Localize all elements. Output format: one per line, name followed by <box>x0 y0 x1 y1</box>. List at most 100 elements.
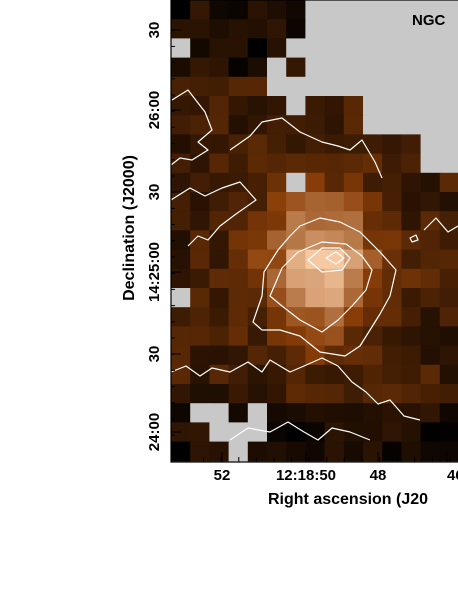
image-pixel <box>420 307 441 327</box>
image-pixel <box>439 115 458 135</box>
image-pixel <box>363 288 383 308</box>
image-pixel <box>267 384 287 404</box>
image-pixel <box>305 288 326 308</box>
image-pixel <box>190 307 210 327</box>
image-pixel <box>363 384 383 404</box>
image-pixel <box>363 345 383 366</box>
image-pixel <box>267 76 287 97</box>
image-pixel <box>209 96 230 116</box>
contour-upper-middle <box>229 117 383 179</box>
image-pixel <box>228 211 249 231</box>
image-pixel <box>439 441 458 462</box>
image-pixel <box>171 19 191 39</box>
contour-mid-b <box>269 241 373 333</box>
image-pixel <box>439 230 458 251</box>
image-pixel <box>267 19 287 39</box>
image-pixel <box>267 249 287 270</box>
image-pixel <box>209 345 230 366</box>
image-pixel <box>382 134 402 155</box>
image-pixel <box>305 364 326 385</box>
image-pixel <box>247 288 268 308</box>
image-pixel <box>190 364 210 385</box>
image-pixel <box>363 307 383 327</box>
image-pixel <box>286 326 306 347</box>
image-pixel <box>228 57 249 78</box>
image-pixel <box>382 57 402 78</box>
image-pixel <box>420 76 441 97</box>
image-pixel <box>190 230 210 251</box>
image-pixel <box>324 422 345 443</box>
image-pixel <box>286 288 306 308</box>
image-pixel <box>382 384 402 404</box>
image-pixel <box>343 76 364 97</box>
image-pixel <box>228 153 249 174</box>
image-pixel <box>305 230 326 251</box>
image-pixel <box>401 96 422 116</box>
image-pixel <box>401 384 422 404</box>
image-pixel <box>247 230 268 251</box>
image-pixel <box>267 192 287 212</box>
image-pixel <box>343 211 364 231</box>
image-pixel <box>267 96 287 116</box>
image-pixel <box>247 76 268 97</box>
image-pixel <box>343 326 364 347</box>
image-pixel <box>305 211 326 231</box>
image-pixel <box>171 403 191 423</box>
image-pixel <box>363 134 383 155</box>
image-pixel <box>439 134 458 155</box>
image-pixel <box>267 134 287 155</box>
image-pixel <box>343 384 364 404</box>
image-pixel <box>228 307 249 327</box>
image-pixel <box>171 96 191 116</box>
image-pixel <box>305 249 326 270</box>
image-pixel <box>190 211 210 231</box>
image-pixel <box>324 0 345 20</box>
image-pixel <box>247 96 268 116</box>
image-pixel <box>171 38 191 59</box>
image-pixel <box>439 364 458 385</box>
image-pixel <box>363 192 383 212</box>
image-pixel <box>420 134 441 155</box>
image-pixel <box>305 153 326 174</box>
image-pixel <box>286 364 306 385</box>
image-pixel <box>171 345 191 366</box>
image-pixel <box>286 230 306 251</box>
image-pixel <box>420 57 441 78</box>
image-pixel <box>324 153 345 174</box>
image-pixel <box>401 115 422 135</box>
image-pixel <box>228 345 249 366</box>
image-pixel <box>209 307 230 327</box>
image-pixel <box>382 115 402 135</box>
image-pixel <box>439 96 458 116</box>
image-pixel <box>382 307 402 327</box>
image-pixel <box>286 211 306 231</box>
image-pixel <box>267 441 287 462</box>
contour-inner <box>307 247 351 273</box>
image-pixel <box>343 268 364 289</box>
image-pixel <box>305 19 326 39</box>
image-pixel <box>401 268 422 289</box>
image-pixel <box>171 153 191 174</box>
y-tick-label: 14:25:00 <box>146 242 163 302</box>
image-pixel <box>267 307 287 327</box>
x-tick-label: 46 <box>447 467 458 484</box>
image-pixel <box>363 19 383 39</box>
image-pixel <box>343 0 364 20</box>
image-pixel <box>190 57 210 78</box>
image-pixel <box>247 134 268 155</box>
image-pixel <box>247 422 268 443</box>
image-pixel <box>171 384 191 404</box>
image-pixel <box>228 19 249 39</box>
image-pixel <box>228 76 249 97</box>
image-pixel <box>439 422 458 443</box>
image-pixel <box>324 57 345 78</box>
image-pixel <box>247 211 268 231</box>
image-pixel <box>420 192 441 212</box>
image-pixel <box>343 441 364 462</box>
image-pixel <box>382 249 402 270</box>
image-pixel <box>343 422 364 443</box>
image-pixel <box>190 345 210 366</box>
image-pixel <box>247 326 268 347</box>
image-pixel <box>324 192 345 212</box>
